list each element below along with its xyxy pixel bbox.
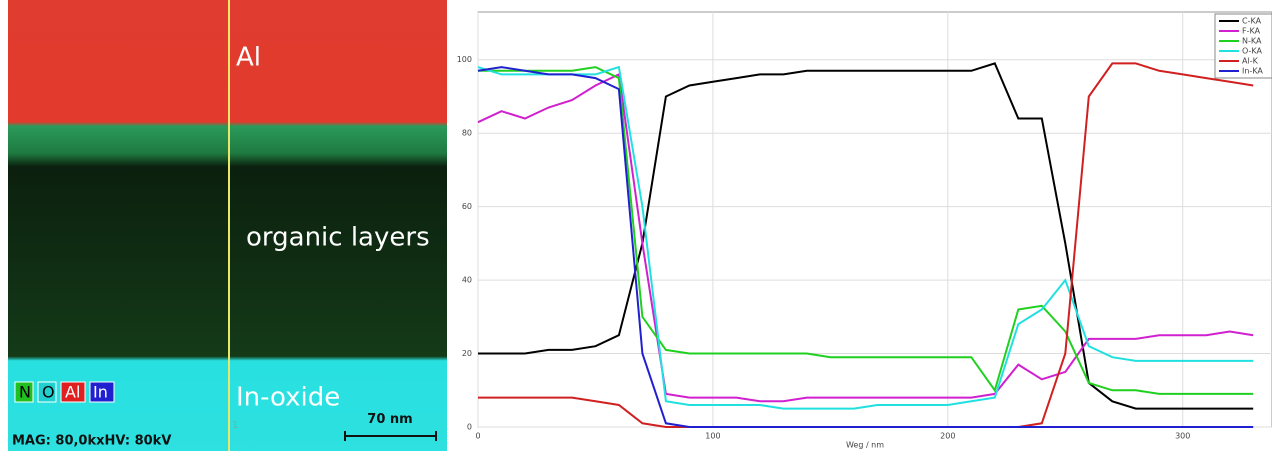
series-line: [477, 66, 1254, 428]
legend-box: [1214, 13, 1272, 79]
series-line: [477, 72, 1254, 403]
scale-bar-label: 70 nm: [367, 412, 412, 427]
x-tick-label: 100: [705, 432, 720, 441]
legend-label: C-KA: [1242, 17, 1262, 26]
legend-label: F-KA: [1242, 27, 1261, 36]
y-tick-label: 60: [462, 202, 472, 211]
footer: MAG: 80,0kxHV: 80kV: [12, 434, 171, 449]
element-key: N: [19, 383, 31, 402]
y-tick-label: 20: [462, 349, 472, 358]
layer-label: organic layers: [246, 223, 430, 253]
line-chart: 0 20 40 60 80 100 0 100 200 300 Weg / nm C-KAF-KAN-…: [457, 11, 1272, 450]
y-tick-label: 40: [462, 276, 472, 285]
layer-label: In-oxide: [236, 383, 340, 413]
y-tick-label: 100: [457, 55, 472, 64]
x-tick-label: 200: [940, 432, 955, 441]
legend-label: Al-K: [1242, 57, 1259, 66]
series-line: [478, 66, 1254, 395]
x-axis-label: Weg / nm: [846, 441, 884, 450]
map-image: [8, 0, 447, 451]
y-tick-label: 0: [467, 423, 472, 432]
element-key: Al: [65, 383, 80, 402]
scale-bar: [344, 431, 437, 441]
legend-label: N-KA: [1242, 37, 1262, 46]
y-tick-label: 80: [462, 129, 472, 138]
layer-label: Al: [236, 43, 261, 73]
series-line: [478, 62, 1254, 410]
legend-label: In-KA: [1242, 67, 1263, 76]
legend-label: O-KA: [1242, 47, 1263, 56]
marker-label: 1: [232, 420, 238, 431]
element-key: In: [93, 383, 108, 402]
element-key: O: [42, 383, 55, 402]
edx-map: Al organic layers In-oxide 1 N O Al In 7…: [8, 0, 447, 451]
x-tick-label: 300: [1175, 432, 1190, 441]
x-tick-label: 0: [475, 432, 480, 441]
series-line: [477, 65, 1254, 410]
